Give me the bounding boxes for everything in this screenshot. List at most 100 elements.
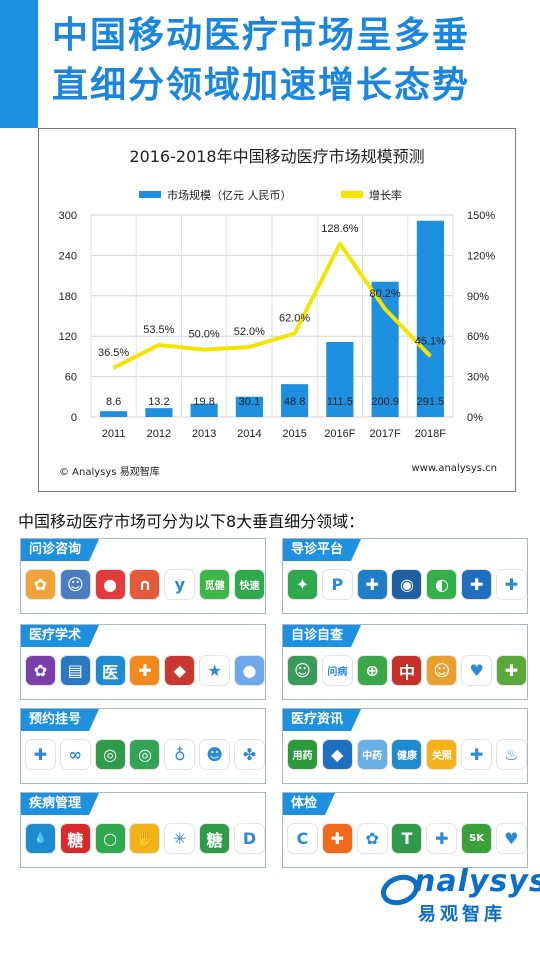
page-header: 中国移动医疗市场呈多垂 直细分领域加速增长态势 (0, 0, 540, 128)
bar-value-label: 13.2 (148, 396, 169, 408)
category-label: 预约挂号 (21, 709, 100, 731)
x-tick-label: 2015 (282, 428, 306, 440)
line-value-label: 36.5% (98, 347, 129, 359)
pinwheel-app-icon: ✤ (233, 739, 265, 770)
bar (281, 384, 309, 417)
bar (190, 403, 218, 417)
line-value-label: 53.5% (143, 324, 174, 336)
green-circle-app-icon: ◐ (426, 569, 458, 600)
t-logo-app-icon: T (391, 823, 423, 854)
category-label: 自诊自查 (283, 625, 362, 647)
y-left-tick-label: 240 (59, 250, 77, 262)
bar-value-label: 111.5 (327, 396, 353, 408)
category-label: 导诊平台 (283, 539, 362, 561)
heart-plus-app-icon: ♥ (461, 655, 493, 686)
category-card: 体检 C ✚ ✿ T ✚ SK ♥ (282, 792, 528, 868)
y-logo-app-icon: y (164, 569, 196, 600)
y-left-tick-label: 300 (59, 210, 77, 222)
line-value-label: 62.0% (279, 313, 310, 325)
chart-panel: 0 0% 60 30% 120 60% 180 90% 240 120% 300 150% 8.6 201… (38, 128, 516, 492)
stethoscope-app-icon: ♁ (164, 739, 196, 770)
combo-chart: 0 0% 60 30% 120 60% 180 90% 240 120% 300 150% 8.6 201… (59, 188, 496, 440)
mijian-app-icon: 觅健 (199, 569, 231, 600)
book-app-icon: ▤ (59, 655, 91, 686)
app-icon-row: 用药 ◆ 中药 健康 关照 ✚ ♨ (287, 739, 527, 779)
cross-swirl-app-icon: ✚ (495, 569, 527, 600)
bar-value-label: 30.1 (239, 396, 260, 408)
tang-red-app-icon: 糖 (59, 823, 91, 854)
x-tick-label: 2011 (102, 428, 126, 440)
category-card: 疾病管理 💧 糖 ○ ✋ ✳ 糖 D (20, 792, 266, 868)
x-tick-label: 2012 (147, 428, 171, 440)
x-tick-label: 2018F (415, 428, 446, 440)
header-accent-bar (0, 0, 38, 128)
heart-badge-app-icon: ♥ (495, 823, 527, 854)
hand-app-icon: ✋ (129, 823, 161, 854)
line-value-label: 45.1% (415, 335, 446, 347)
category-card: 导诊平台 ✦ P ✚ ◉ ◐ ✚ ✚ (282, 538, 528, 614)
category-label: 疾病管理 (21, 793, 100, 815)
herb-bowl-app-icon: ♨ (495, 739, 527, 770)
yongyao-anquan-app-icon: 用药 (287, 739, 318, 770)
category-label: 体检 (283, 793, 336, 815)
tang-green-app-icon: 糖 (199, 823, 231, 854)
teal-cross-app-icon: ✚ (25, 739, 56, 770)
brand-name-cn: 易观智库 (418, 904, 506, 925)
bar-value-label: 291.5 (417, 396, 445, 408)
orange-cross-circle-app-icon: ✚ (321, 823, 353, 854)
bar-value-label: 8.6 (106, 396, 121, 408)
infinity-app-icon: ∞ (59, 739, 91, 770)
bar (416, 220, 444, 417)
orange-cross-app-icon: ✚ (129, 655, 161, 686)
legend-bar-swatch (139, 191, 161, 198)
category-label: 医疗资讯 (283, 709, 362, 731)
chart-source-url: www.analysys.cn (411, 463, 497, 474)
blue-c-app-icon: C (287, 823, 318, 854)
bar-value-label: 48.8 (284, 396, 305, 408)
sk-logo-app-icon: SK (461, 823, 493, 854)
page-title-line-2: 直细分领域加速增长态势 (52, 65, 471, 106)
category-label: 医疗学术 (21, 625, 100, 647)
y-right-tick-label: 30% (467, 372, 489, 384)
y-right-tick-label: 90% (467, 291, 489, 303)
green-o-app-icon: ○ (94, 823, 126, 854)
bar (235, 396, 263, 417)
app-icon-row: ✚ ∞ ◎ ◎ ♁ ☻ ✤ (25, 739, 265, 779)
y-right-tick-label: 120% (467, 250, 495, 262)
blue-pin-app-icon: ◆ (321, 739, 353, 770)
y-left-tick-label: 180 (59, 291, 77, 303)
flower-app-icon: ✿ (25, 569, 56, 600)
bar (145, 408, 173, 417)
bar-value-label: 19.8 (193, 396, 214, 408)
purple-flower-app-icon: ✿ (25, 655, 56, 686)
zhongyao-app-icon: 中药 (356, 739, 388, 770)
hospital-seal-app-icon: ◉ (391, 569, 423, 600)
line-value-label: 128.6% (321, 223, 359, 235)
bar (100, 411, 128, 417)
wenbing-app-icon: 问病 (321, 655, 353, 686)
app-icon-row: ☺ 问病 ⊕ 中 ☺ ♥ ✚ (287, 655, 527, 695)
cartoon-app-icon: ☺ (426, 655, 458, 686)
p-logo-app-icon: P (321, 569, 353, 600)
bar (326, 341, 354, 417)
green-face-app-icon: ☻ (199, 739, 231, 770)
line-value-label: 50.0% (189, 329, 220, 341)
y-left-tick-label: 120 (59, 331, 77, 343)
line-value-label: 80.2% (370, 288, 401, 300)
y-right-tick-label: 150% (467, 210, 495, 222)
guanzhao-app-icon: 关照 (426, 739, 458, 770)
star-badge-app-icon: ★ (199, 655, 231, 686)
n-logo-app-icon: ∩ (129, 569, 161, 600)
blob-app-icon: ● (233, 655, 265, 686)
legend-line-label: 增长率 (369, 188, 402, 202)
d-nurse-app-icon: D (233, 823, 265, 854)
category-card: 自诊自查 ☺ 问病 ⊕ 中 ☺ ♥ ✚ (282, 624, 528, 700)
x-tick-label: 2017F (370, 428, 401, 440)
app-icon-row: ✦ P ✚ ◉ ◐ ✚ ✚ (287, 569, 527, 609)
page-title-line-1: 中国移动医疗市场呈多垂 (52, 15, 471, 56)
water-drop-app-icon: 💧 (25, 823, 56, 854)
chat-bubble-app-icon: ● (94, 569, 126, 600)
brand-name-en: nalysys (414, 864, 540, 899)
line-value-label: 52.0% (234, 326, 265, 338)
leaf-cross-app-icon: ✚ (495, 655, 527, 686)
